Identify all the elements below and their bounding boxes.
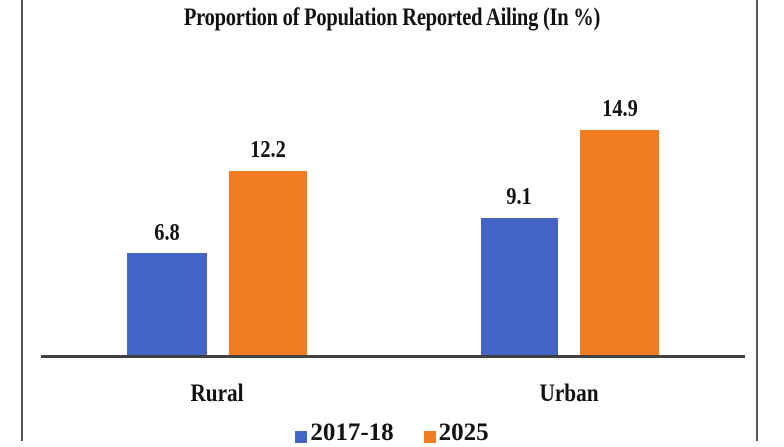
left-frame-border <box>21 0 23 441</box>
value-label-urban-2025: 14.9 <box>602 96 638 122</box>
legend-swatch-blue-icon <box>295 431 308 443</box>
category-label-urban: Urban <box>539 380 599 407</box>
legend-swatch-orange-icon <box>423 431 436 443</box>
value-label-rural-2025: 12.2 <box>250 137 286 163</box>
legend-item-2025: 2025 <box>423 419 489 447</box>
category-label-rural: Rural <box>190 380 244 407</box>
legend-item-2017-18: 2017-18 <box>295 419 394 447</box>
x-axis-baseline <box>41 355 745 358</box>
bar-rural-2017-18 <box>127 253 207 356</box>
chart-title: Proportion of Population Reported Ailing… <box>183 4 601 31</box>
legend-label-2025: 2025 <box>438 419 489 446</box>
legend-label-2017-18: 2017-18 <box>310 419 394 446</box>
right-frame-border <box>756 0 758 441</box>
bar-rural-2025 <box>229 171 307 356</box>
legend: 2017-18 2025 <box>0 419 784 447</box>
value-label-rural-2017-18: 6.8 <box>154 220 180 246</box>
bar-urban-2017-18 <box>481 218 558 356</box>
value-label-urban-2017-18: 9.1 <box>506 184 532 210</box>
bar-urban-2025 <box>580 130 659 356</box>
